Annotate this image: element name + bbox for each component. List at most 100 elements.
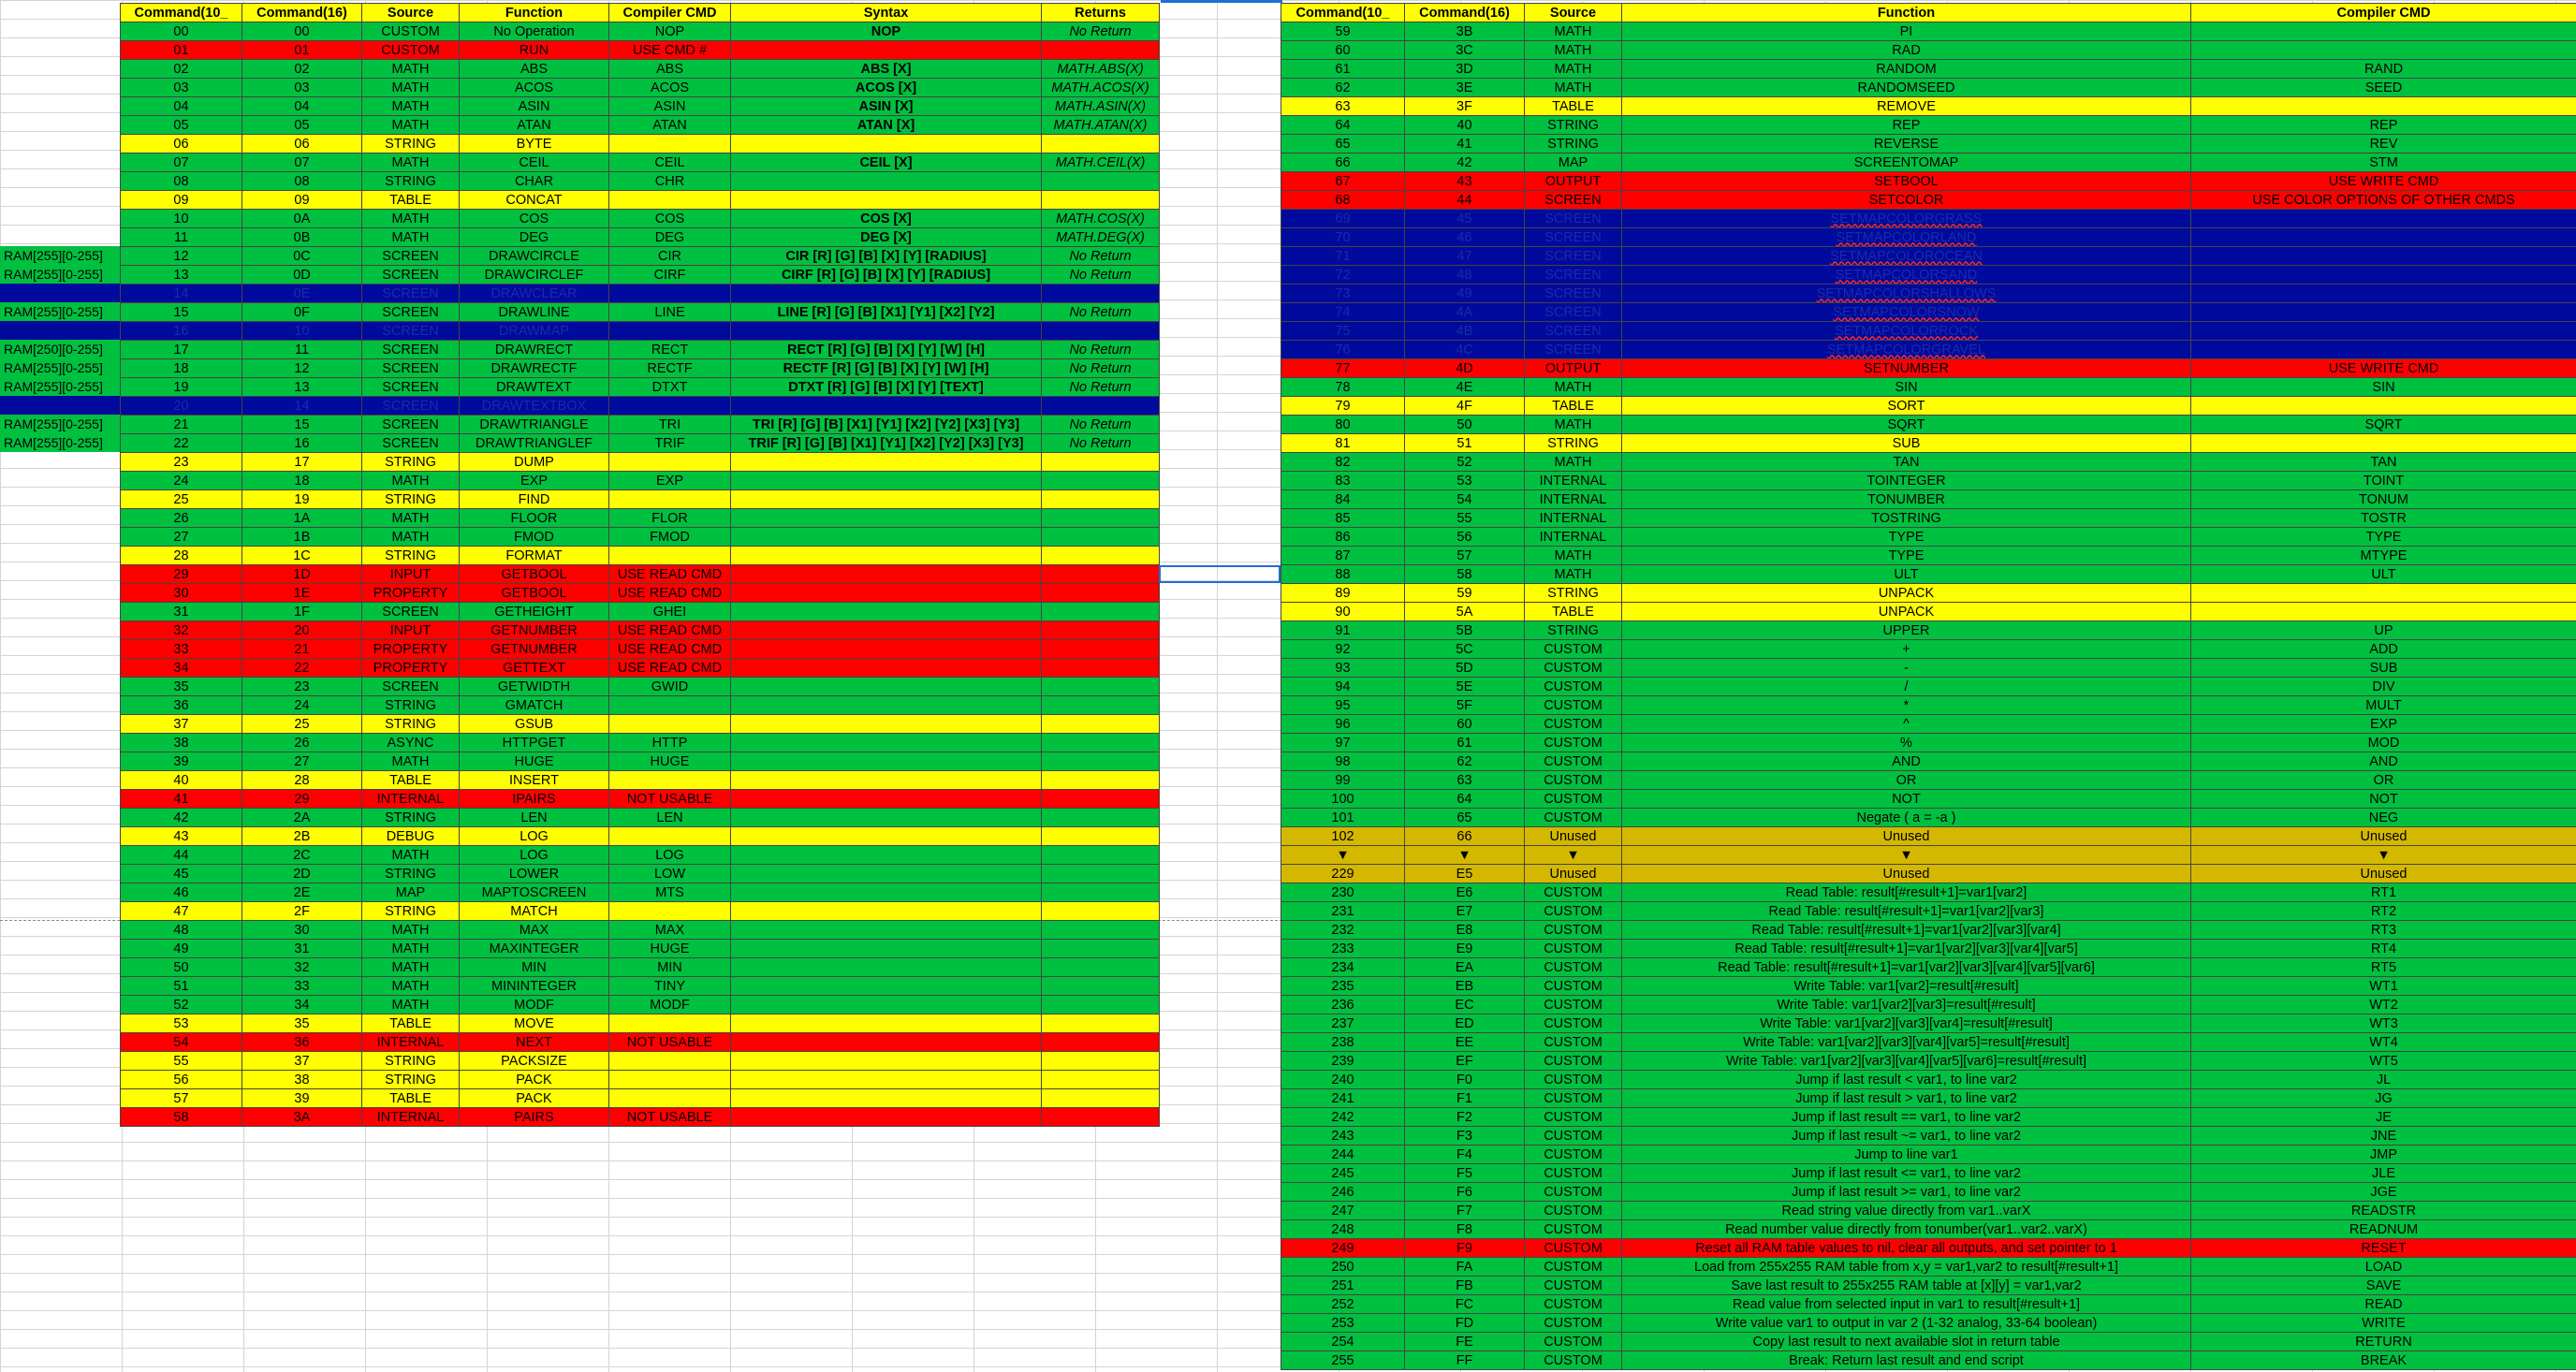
cell-function[interactable]: Reset all RAM table values to nil, clear… bbox=[1621, 1238, 2191, 1258]
cell-source[interactable]: MATH bbox=[361, 508, 460, 528]
cell-source[interactable]: SCREEN bbox=[1524, 340, 1622, 359]
cell-compiler-cmd[interactable]: DIV bbox=[2190, 677, 2576, 696]
cell-compiler-cmd[interactable]: REV bbox=[2190, 134, 2576, 153]
cell-source[interactable]: MATH bbox=[361, 939, 460, 958]
cell-compiler-cmd[interactable]: RESET bbox=[2190, 1238, 2576, 1258]
cell-compiler-cmd[interactable]: USE COLOR OPTIONS OF OTHER CMDS bbox=[2190, 190, 2576, 210]
cell-compiler-cmd[interactable] bbox=[2190, 96, 2576, 116]
cell-function[interactable]: REP bbox=[1621, 115, 2191, 135]
cell-command-dec[interactable]: 16 bbox=[120, 321, 242, 341]
cell-command-hex[interactable]: 0F bbox=[242, 302, 362, 322]
cell-function[interactable]: DRAWTRIANGLEF bbox=[459, 433, 609, 453]
cell-function[interactable]: GETNUMBER bbox=[459, 639, 609, 659]
header-function[interactable]: Function bbox=[459, 3, 609, 22]
cell-syntax[interactable]: LINE [R] [G] [B] [X1] [Y1] [X2] [Y2] bbox=[730, 302, 1042, 322]
cell-compiler-cmd[interactable]: GHEI bbox=[608, 602, 731, 621]
cell-returns[interactable] bbox=[1041, 864, 1160, 883]
cell-source[interactable]: CUSTOM bbox=[1524, 1182, 1622, 1202]
cell-syntax[interactable] bbox=[730, 677, 1042, 696]
cell-command-hex[interactable]: 1D bbox=[242, 564, 362, 584]
cell-returns[interactable] bbox=[1041, 1051, 1160, 1071]
cell-command-hex[interactable]: 49 bbox=[1404, 284, 1525, 303]
cell-function[interactable]: DUMP bbox=[459, 452, 609, 472]
header-syntax[interactable]: Syntax bbox=[730, 3, 1042, 22]
cell-returns[interactable] bbox=[1041, 546, 1160, 565]
cell-command-dec[interactable]: 11 bbox=[120, 227, 242, 247]
cell-command-hex[interactable]: 07 bbox=[242, 153, 362, 172]
cell-compiler-cmd[interactable]: RAND bbox=[2190, 59, 2576, 79]
cell-source[interactable]: MATH bbox=[361, 752, 460, 771]
cell-command-dec[interactable]: 67 bbox=[1281, 171, 1405, 191]
cell-command-dec[interactable]: 15 bbox=[120, 302, 242, 322]
cell-compiler-cmd[interactable]: BREAK bbox=[2190, 1350, 2576, 1370]
cell-command-hex[interactable]: 4C bbox=[1404, 340, 1525, 359]
cell-command-dec[interactable]: 86 bbox=[1281, 527, 1405, 547]
cell-function[interactable]: ACOS bbox=[459, 78, 609, 97]
cell-command-dec[interactable]: 19 bbox=[120, 377, 242, 397]
cell-command-dec[interactable]: 231 bbox=[1281, 901, 1405, 921]
cell-command-dec[interactable]: 233 bbox=[1281, 939, 1405, 958]
cell-function[interactable]: FMOD bbox=[459, 527, 609, 547]
cell-command-hex[interactable]: 26 bbox=[242, 733, 362, 752]
cell-returns[interactable] bbox=[1041, 976, 1160, 996]
cell-compiler-cmd[interactable]: USE WRITE CMD bbox=[2190, 358, 2576, 378]
cell-compiler-cmd[interactable] bbox=[608, 396, 731, 416]
cell-function[interactable]: CEIL bbox=[459, 153, 609, 172]
cell-compiler-cmd[interactable] bbox=[2190, 22, 2576, 41]
cell-compiler-cmd[interactable] bbox=[608, 1014, 731, 1033]
cell-command-dec[interactable]: 33 bbox=[120, 639, 242, 659]
cell-compiler-cmd[interactable]: EXP bbox=[2190, 714, 2576, 734]
cell-source[interactable]: SCREEN bbox=[361, 246, 460, 266]
cell-syntax[interactable]: ABS [X] bbox=[730, 59, 1042, 79]
cell-command-hex[interactable]: 5C bbox=[1404, 639, 1525, 659]
cell-command-dec[interactable]: 22 bbox=[120, 433, 242, 453]
cell-command-hex[interactable]: 45 bbox=[1404, 209, 1525, 228]
cell-source[interactable]: STRING bbox=[1524, 115, 1622, 135]
cell-compiler-cmd[interactable]: HUGE bbox=[608, 752, 731, 771]
cell-function[interactable]: SETCOLOR bbox=[1621, 190, 2191, 210]
cell-compiler-cmd[interactable]: DTXT bbox=[608, 377, 731, 397]
cell-command-dec[interactable]: 21 bbox=[120, 415, 242, 434]
cell-command-hex[interactable]: 4E bbox=[1404, 377, 1525, 397]
cell-compiler-cmd[interactable] bbox=[608, 190, 731, 210]
cell-command-dec[interactable]: 237 bbox=[1281, 1014, 1405, 1033]
cell-command-dec[interactable]: 17 bbox=[120, 340, 242, 359]
cell-compiler-cmd[interactable] bbox=[2190, 340, 2576, 359]
cell-function[interactable]: SETMAPCOLORSAND bbox=[1621, 265, 2191, 285]
cell-source[interactable]: MATH bbox=[361, 78, 460, 97]
cell-function[interactable]: TOSTRING bbox=[1621, 508, 2191, 528]
cell-source[interactable]: MATH bbox=[361, 976, 460, 996]
cell-command-hex[interactable]: 3F bbox=[1404, 96, 1525, 116]
cell-compiler-cmd[interactable]: RT5 bbox=[2190, 957, 2576, 977]
cell-returns[interactable] bbox=[1041, 1107, 1160, 1127]
cell-source[interactable]: CUSTOM bbox=[1524, 1350, 1622, 1370]
cell-source[interactable]: MATH bbox=[1524, 40, 1622, 60]
cell-compiler-cmd[interactable]: JMP bbox=[2190, 1145, 2576, 1164]
cell-returns[interactable] bbox=[1041, 995, 1160, 1014]
cell-compiler-cmd[interactable]: USE CMD # bbox=[608, 40, 731, 60]
cell-source[interactable]: CUSTOM bbox=[1524, 1088, 1622, 1108]
cell-returns[interactable] bbox=[1041, 695, 1160, 715]
cell-command-hex[interactable]: 27 bbox=[242, 752, 362, 771]
cell-source[interactable]: SCREEN bbox=[1524, 284, 1622, 303]
cell-command-hex[interactable]: 39 bbox=[242, 1088, 362, 1108]
cell-compiler-cmd[interactable]: WT2 bbox=[2190, 995, 2576, 1014]
cell-compiler-cmd[interactable]: SAVE bbox=[2190, 1276, 2576, 1295]
cell-command-dec[interactable]: 49 bbox=[120, 939, 242, 958]
selected-cell[interactable] bbox=[1159, 565, 1281, 583]
cell-syntax[interactable] bbox=[730, 1014, 1042, 1033]
cell-command-hex[interactable]: FB bbox=[1404, 1276, 1525, 1295]
cell-command-hex[interactable]: E7 bbox=[1404, 901, 1525, 921]
cell-source[interactable]: OUTPUT bbox=[1524, 171, 1622, 191]
cell-command-dec[interactable]: 47 bbox=[120, 901, 242, 921]
cell-function[interactable]: SETMAPCOLORROCK bbox=[1621, 321, 2191, 341]
cell-compiler-cmd[interactable]: CHR bbox=[608, 171, 731, 191]
cell-source[interactable]: STRING bbox=[361, 134, 460, 153]
cell-returns[interactable] bbox=[1041, 284, 1160, 303]
cell-source[interactable]: STRING bbox=[361, 489, 460, 509]
cell-compiler-cmd[interactable]: OR bbox=[2190, 770, 2576, 790]
cell-command-dec[interactable]: 78 bbox=[1281, 377, 1405, 397]
cell-command-dec[interactable]: 28 bbox=[120, 546, 242, 565]
cell-returns[interactable] bbox=[1041, 508, 1160, 528]
cell-compiler-cmd[interactable]: TYPE bbox=[2190, 527, 2576, 547]
